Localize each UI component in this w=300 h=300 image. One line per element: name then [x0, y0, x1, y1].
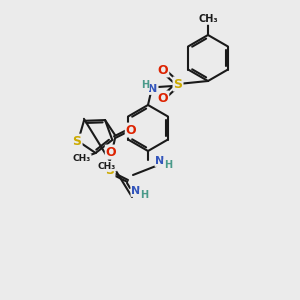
Text: CH₃: CH₃ — [73, 154, 91, 164]
Text: S: S — [73, 135, 82, 148]
Text: N: N — [148, 84, 158, 94]
Text: N: N — [155, 156, 165, 166]
Text: H: H — [140, 190, 148, 200]
Text: H: H — [164, 160, 172, 170]
Text: S: S — [173, 77, 182, 91]
Text: H: H — [141, 80, 149, 90]
Text: O: O — [158, 64, 168, 76]
Text: O: O — [158, 92, 168, 104]
Text: O: O — [106, 146, 116, 159]
Text: CH₃: CH₃ — [198, 14, 218, 24]
Text: O: O — [126, 124, 136, 136]
Text: S: S — [106, 164, 115, 176]
Text: N: N — [131, 186, 141, 196]
Text: CH₃: CH₃ — [98, 162, 116, 171]
